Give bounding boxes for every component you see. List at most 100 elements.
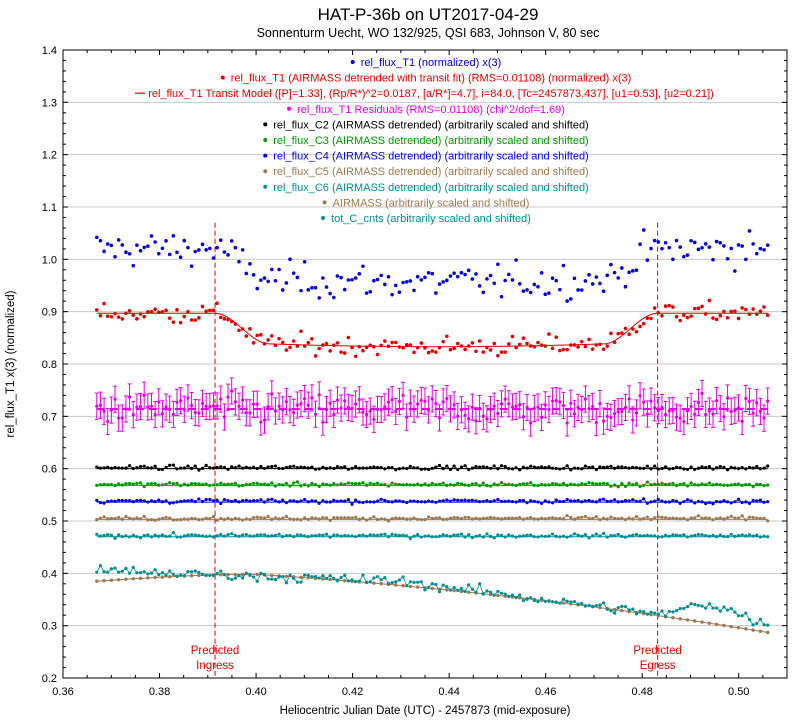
comparison-star-point <box>736 497 741 501</box>
counts-point <box>310 575 314 579</box>
series-point <box>448 274 453 278</box>
comparison-star-point <box>365 466 369 470</box>
comparison-star-point <box>233 498 237 502</box>
x-tick-label: 0.50 <box>728 686 749 698</box>
residual-point <box>208 405 212 409</box>
counts-point <box>547 599 551 603</box>
counts-point <box>700 604 704 608</box>
comparison-star-point <box>299 533 303 537</box>
series-point <box>441 339 445 344</box>
series-point <box>415 274 420 279</box>
series-point <box>277 336 281 341</box>
counts-point <box>354 579 358 584</box>
series-point <box>481 350 486 354</box>
counts-point <box>321 574 325 578</box>
residual-point <box>496 411 500 416</box>
comparison-star-point <box>365 534 369 538</box>
residual-point <box>441 400 445 404</box>
series-point <box>310 336 314 341</box>
counts-point <box>514 595 518 600</box>
comparison-star-point <box>481 465 485 469</box>
comparison-star-point <box>361 481 365 485</box>
comparison-star-point <box>211 499 216 503</box>
airmass-point <box>131 577 135 581</box>
legend-entry: tot_C_cnts (arbitrarily scaled and shift… <box>331 213 531 225</box>
comparison-star-point <box>270 464 274 469</box>
series-point <box>744 257 748 262</box>
comparison-star-point <box>255 515 259 519</box>
legend-entry: rel_flux_C5 (AIRMASS detrended) (arbitra… <box>273 166 588 178</box>
counts-point <box>459 586 464 591</box>
residual-point <box>510 405 515 409</box>
series-point <box>714 239 719 244</box>
airmass-point <box>678 617 682 621</box>
comparison-star-point <box>204 497 208 502</box>
comparison-star-point <box>437 463 442 468</box>
series-point <box>412 288 416 293</box>
series-point <box>532 282 537 287</box>
comparison-star-point <box>583 464 587 468</box>
counts-point <box>569 600 573 604</box>
residual-point <box>157 400 161 404</box>
comparison-star-point <box>558 483 562 487</box>
counts-point <box>667 609 671 613</box>
legend-marker <box>263 122 268 127</box>
residual-point <box>168 407 172 411</box>
series-point <box>215 301 219 306</box>
series-point <box>266 279 270 284</box>
comparison-star-point <box>259 464 263 469</box>
series-point <box>663 304 668 308</box>
counts-point <box>609 609 613 613</box>
airmass-point <box>693 619 697 623</box>
comparison-star-point <box>332 533 336 537</box>
comparison-star-point <box>766 464 770 468</box>
comparison-star-point <box>474 465 478 469</box>
comparison-star-point <box>488 515 493 520</box>
counts-point <box>186 569 190 574</box>
residual-point <box>98 403 103 407</box>
comparison-star-point <box>292 481 296 485</box>
residual-point <box>580 407 584 412</box>
counts-point <box>744 611 748 615</box>
counts-point <box>106 570 110 574</box>
residual-point <box>653 406 657 410</box>
airmass-point <box>153 575 157 580</box>
comparison-star-point <box>445 464 449 468</box>
residual-point <box>671 408 675 413</box>
residual-point <box>95 404 99 408</box>
series-point <box>375 352 380 357</box>
comparison-star-point <box>164 515 168 520</box>
counts-point <box>222 572 227 577</box>
comparison-star-point <box>106 465 110 469</box>
comparison-star-point <box>321 533 325 537</box>
counts-point <box>678 607 682 611</box>
comparison-star-point <box>518 516 522 520</box>
series-point <box>339 275 343 280</box>
residual-point <box>591 404 595 409</box>
residual-point <box>536 405 540 409</box>
comparison-star-point <box>160 533 165 537</box>
residual-point <box>507 402 511 406</box>
residual-point <box>554 399 558 403</box>
airmass-point <box>306 576 310 580</box>
series-point <box>357 344 362 349</box>
counts-point <box>372 576 376 580</box>
series-point <box>561 263 566 268</box>
comparison-star-point <box>631 533 635 537</box>
counts-point <box>532 598 536 603</box>
series-point <box>379 273 383 278</box>
counts-point <box>146 572 150 576</box>
series-point <box>740 244 744 248</box>
comparison-star-point <box>128 464 132 468</box>
series-point <box>729 246 734 251</box>
comparison-star-point <box>663 533 668 537</box>
comparison-star-point <box>412 534 416 538</box>
counts-point <box>350 578 354 582</box>
comparison-star-point <box>277 532 281 536</box>
series-point <box>678 318 682 323</box>
series-point <box>765 313 770 318</box>
counts-point <box>120 569 124 573</box>
comparison-star-point <box>124 481 128 486</box>
counts-point <box>303 573 307 577</box>
comparison-star-point <box>521 465 525 469</box>
